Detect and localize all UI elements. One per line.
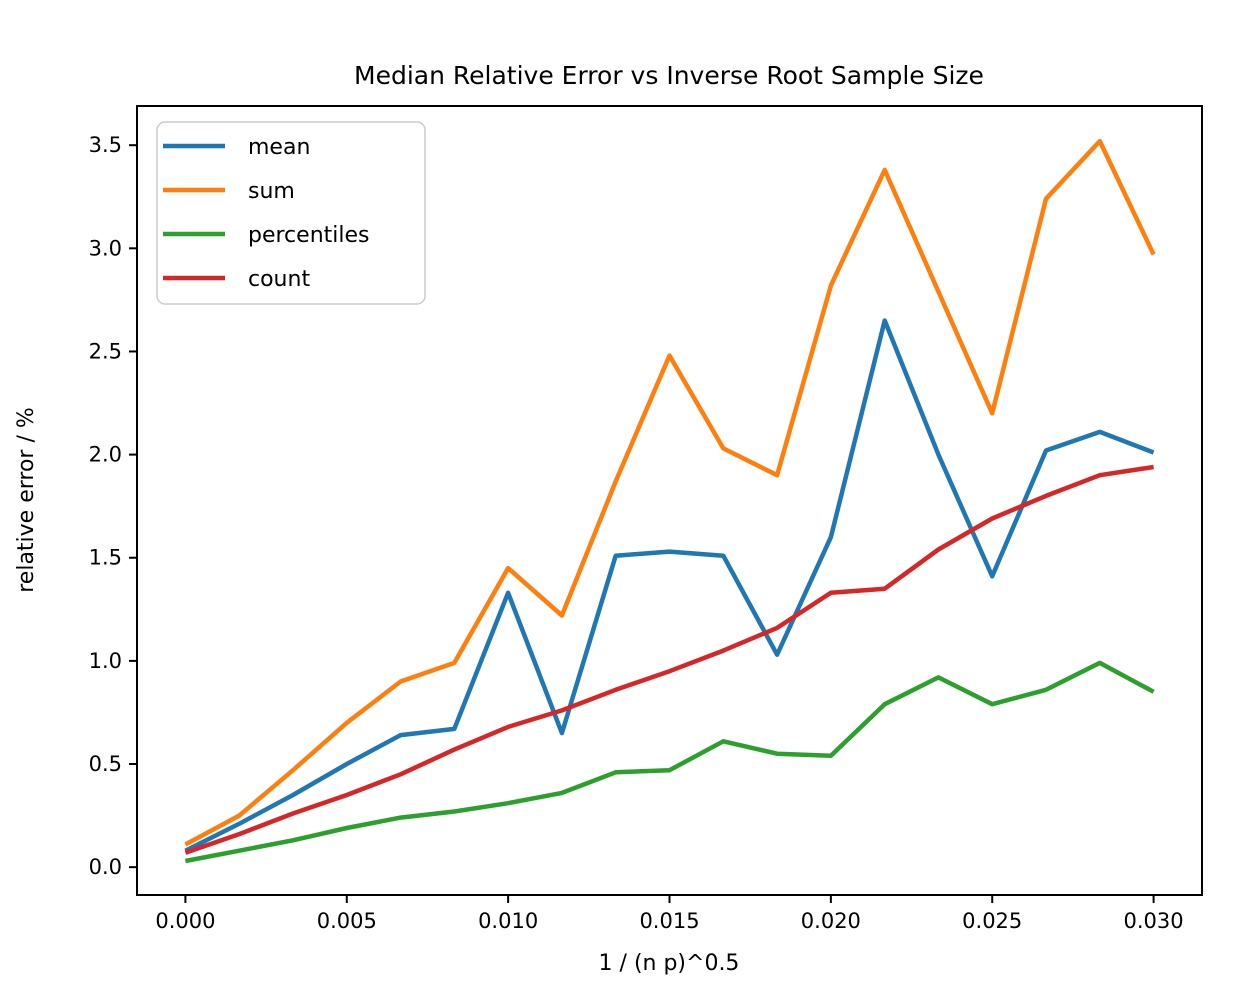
- plot-area: 0.000 0.005 0.010 0.015 0.020 0.025 0.030 0.0 0.…: [89, 105, 1203, 933]
- y-tick-label: 3.0: [89, 236, 122, 260]
- y-tick-label: 2.0: [89, 443, 122, 467]
- y-tick-label: 2.5: [89, 339, 122, 363]
- series-line-mean: [184, 318, 1155, 853]
- y-tick-label: 1.5: [89, 546, 122, 570]
- series-line-percentiles: [184, 660, 1155, 864]
- legend-label-mean: mean: [248, 135, 310, 160]
- x-tick-label: 0.015: [639, 909, 699, 933]
- x-tick-label: 0.000: [155, 909, 215, 933]
- chart-title: Median Relative Error vs Inverse Root Sa…: [354, 61, 984, 90]
- legend-label-count: count: [248, 267, 310, 292]
- legend-box: [156, 121, 426, 305]
- legend-label-sum: sum: [248, 179, 295, 204]
- y-tick-label: 1.0: [89, 649, 122, 673]
- x-tick-label: 0.030: [1124, 909, 1184, 933]
- x-tick-label: 0.025: [962, 909, 1022, 933]
- y-tick-label: 0.0: [89, 855, 122, 879]
- y-axis-label: relative error / %: [14, 407, 39, 593]
- series-line-count: [184, 464, 1154, 855]
- x-tick-label: 0.010: [478, 909, 538, 933]
- series-line-sum: [184, 138, 1156, 847]
- legend-label-percentiles: percentiles: [248, 223, 369, 248]
- plot-border: [136, 105, 1203, 896]
- legend: mean sum percentiles count: [156, 121, 426, 305]
- y-tick-label: 3.5: [89, 133, 122, 157]
- x-tick-label: 0.020: [801, 909, 861, 933]
- y-tick-label: 0.5: [89, 752, 122, 776]
- x-axis-label: 1 / (n p)^0.5: [599, 951, 740, 976]
- x-tick-label: 0.005: [317, 909, 377, 933]
